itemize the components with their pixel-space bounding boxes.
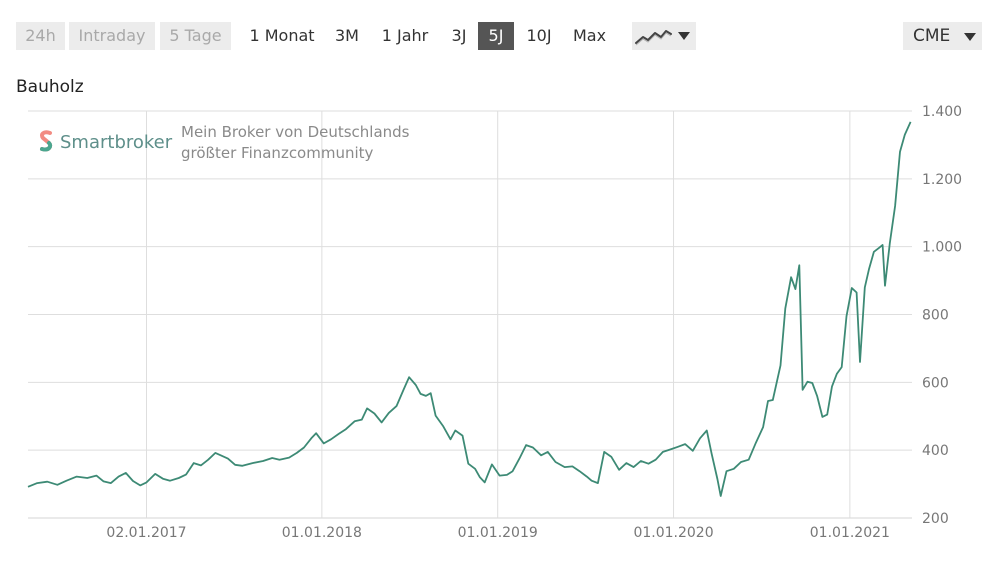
chart-type-dropdown[interactable] [632, 22, 696, 50]
y-tick-label: 200 [922, 511, 949, 527]
y-tick-label: 1.400 [922, 104, 962, 120]
smartbroker-logo-icon [40, 130, 53, 152]
x-tick-label: 01.01.2021 [810, 525, 890, 541]
range-3j-button[interactable]: 3J [451, 26, 467, 45]
range-10j-button[interactable]: 10J [526, 26, 552, 45]
exchange-dropdown[interactable]: CME [903, 22, 982, 50]
y-tick-label: 1.200 [922, 172, 962, 188]
watermark-brand: Smartbroker [60, 132, 173, 153]
x-axis: 02.01.2017 01.01.2018 01.01.2019 01.01.2020… [106, 525, 890, 541]
y-tick-label: 600 [922, 375, 949, 391]
watermark-tagline-line2: größter Finanzcommunity [181, 144, 374, 162]
y-axis: 200 400 600 800 1.000 1.200 1.400 [922, 104, 962, 527]
series-line [27, 121, 912, 497]
range-1-monat-button[interactable]: 1 Monat [249, 26, 315, 45]
chevron-down-icon [964, 33, 976, 41]
range-24h-button[interactable]: 24h [16, 22, 65, 50]
x-tick-label: 01.01.2020 [633, 525, 713, 541]
y-tick-label: 800 [922, 308, 949, 324]
watermark-tagline-line1: Mein Broker von Deutschlands [181, 123, 410, 141]
range-1-jahr-button[interactable]: 1 Jahr [381, 26, 429, 45]
range-max-button[interactable]: Max [572, 26, 607, 45]
x-tick-label: 01.01.2019 [458, 525, 538, 541]
chart-title: Bauholz [16, 77, 84, 97]
chart-grid [28, 110, 912, 519]
line-chart-icon [635, 30, 672, 46]
x-tick-label: 01.01.2018 [282, 525, 362, 541]
watermark-tagline: Mein Broker von Deutschlands größter Fin… [181, 122, 410, 164]
exchange-label: CME [913, 26, 951, 46]
y-tick-label: 400 [922, 443, 949, 459]
range-5-tage-button[interactable]: 5 Tage [160, 22, 231, 50]
range-intraday-button[interactable]: Intraday [69, 22, 155, 50]
range-3m-button[interactable]: 3M [335, 26, 359, 45]
range-5j-button[interactable]: 5J [478, 22, 514, 50]
chevron-down-icon [678, 32, 690, 40]
chart-toolbar: 24h Intraday 5 Tage 1 Monat 3M 1 Jahr 3J… [16, 22, 982, 50]
y-tick-label: 1.000 [922, 240, 962, 256]
x-tick-label: 02.01.2017 [106, 525, 186, 541]
